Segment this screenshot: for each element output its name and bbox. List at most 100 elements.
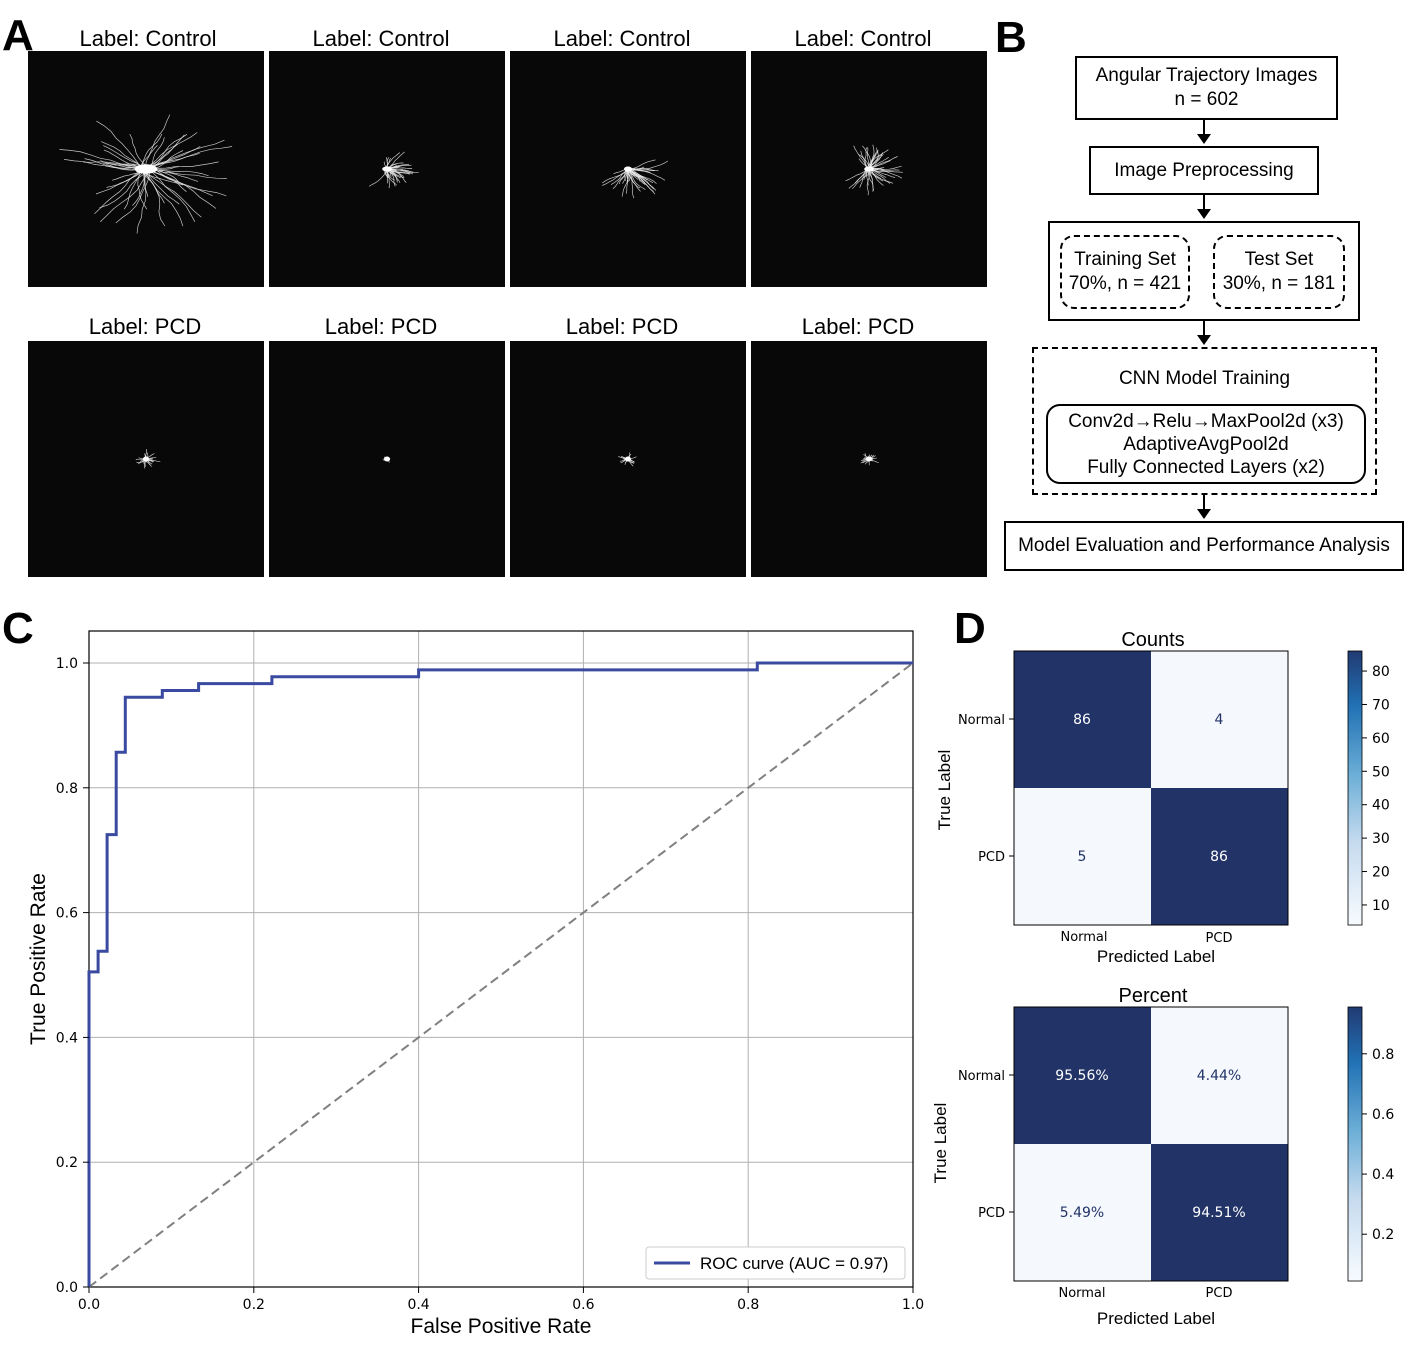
trajectory-origin: [143, 456, 149, 462]
roc-ytick-label: 0.4: [56, 1030, 78, 1046]
trajectory-path: [59, 149, 141, 171]
chance-line: [88, 662, 914, 1288]
trajectory-image-pcd-3: [510, 341, 746, 577]
trajectory-image-control-4: [751, 51, 987, 287]
roc-grid: [88, 631, 914, 1288]
trajectory-path: [83, 161, 144, 168]
trajectory-path: [858, 158, 869, 169]
trajectory-path: [144, 166, 213, 197]
cm-percent-ylabel: True Label: [931, 1103, 950, 1184]
roc-chart: 0.0 0.2 0.4 0.6 0.8 1.0 0.0 0.2 0.4 0.6 0.8 1.0 Fa…: [27, 630, 924, 1338]
flow-text: 30%, n = 181: [1222, 273, 1336, 294]
cm-counts-value: 86: [1073, 712, 1091, 728]
cm-counts-value: 86: [1210, 849, 1228, 865]
trajectory-path: [868, 154, 884, 169]
trajectory-path: [388, 169, 419, 174]
flow-box-training-set: Training Set 70%, n = 421: [1060, 235, 1190, 309]
roc-ylabel: True Positive Rate: [27, 873, 50, 1045]
trajectory-path: [123, 167, 148, 210]
trajectory-path: [386, 164, 412, 169]
cm-percent-cell: [1151, 1144, 1288, 1281]
image-title: Label: Control: [553, 26, 691, 51]
trajectory-path: [625, 169, 641, 189]
roc-xtick-label: 0.4: [407, 1297, 429, 1313]
trajectory-path: [869, 168, 884, 186]
panel-letter-b: B: [995, 13, 1027, 62]
image-title: Label: PCD: [565, 314, 679, 339]
trajectory-path: [103, 149, 140, 168]
trajectory-path: [138, 114, 171, 168]
cm-counts-cell: [1014, 651, 1151, 788]
trajectory-path: [868, 149, 889, 170]
trajectory-path: [369, 168, 387, 187]
flow-text: n = 602: [1174, 89, 1239, 110]
trajectory-image-control-1: [28, 51, 264, 287]
roc-ytick-label: 0.6: [56, 906, 78, 922]
flow-arrow: [1197, 495, 1211, 519]
trajectory-path: [860, 150, 871, 169]
cm-counts-col-label: Normal: [1060, 930, 1107, 945]
cm-percent-cell: [1151, 1007, 1288, 1144]
cm-counts-colorbar-ticks: 80 70 60 50 40 30 20 10: [1362, 664, 1390, 914]
cm-percent-value: 5.49%: [1060, 1205, 1104, 1221]
cm-counts-value: 4: [1215, 712, 1224, 728]
trajectory-path: [389, 167, 413, 169]
flow-text: 70%, n = 421: [1068, 273, 1182, 294]
flow-text: Image Preprocessing: [1114, 159, 1294, 181]
flow-arrow: [1197, 195, 1211, 219]
image-title: Label: PCD: [88, 314, 202, 339]
colorbar-tick-label: 80: [1372, 664, 1390, 680]
roc-legend-box: [645, 1246, 906, 1280]
colorbar-tick-label: 10: [1372, 898, 1390, 914]
image-title: Label: Control: [79, 26, 217, 51]
trajectory-path: [137, 169, 148, 210]
cm-counts-value: 5: [1078, 849, 1087, 865]
colorbar-tick-label: 40: [1372, 798, 1390, 814]
trajectory-path: [144, 134, 188, 170]
trajectory-path: [866, 144, 875, 169]
flow-arrow: [1197, 321, 1211, 345]
trajectory-origin: [866, 456, 872, 462]
cm-counts-title: Counts: [1121, 629, 1184, 651]
trajectory-path: [612, 169, 627, 189]
trajectory-path: [626, 169, 646, 185]
cm-percent-row-label: Normal: [958, 1069, 1005, 1084]
trajectory-path: [143, 166, 196, 222]
trajectory-path: [96, 120, 142, 171]
flow-text: Training Set: [1074, 249, 1176, 270]
flow-text: Fully Connected Layers (x2): [1087, 456, 1325, 478]
trajectory-path: [852, 168, 869, 189]
trajectory-origin: [382, 166, 392, 172]
trajectory-path: [106, 170, 143, 188]
flow-arrow: [1197, 120, 1211, 144]
trajectory-origin: [134, 164, 158, 174]
roc-xtick-label: 0.2: [243, 1297, 265, 1313]
image-title: Label: Control: [312, 26, 450, 51]
trajectory-path: [602, 168, 631, 184]
colorbar-tick-label: 20: [1372, 865, 1390, 881]
flow-text: Angular Trajectory Images: [1095, 65, 1318, 86]
colorbar-tick-label: 50: [1372, 764, 1390, 780]
trajectory-path: [868, 150, 879, 170]
trajectory-image-control-3: [510, 51, 746, 287]
flow-box-cnn-layers: Conv2d→Relu→MaxPool2d (x3) AdaptiveAvgPo…: [1046, 404, 1366, 484]
trajectory-path: [386, 151, 405, 171]
trajectory-path: [613, 168, 627, 175]
trajectory-path: [142, 133, 163, 168]
trajectory-path: [629, 168, 635, 199]
colorbar-tick-label: 60: [1372, 731, 1390, 747]
cm-counts-cell: [1151, 788, 1288, 925]
trajectory-path: [386, 168, 396, 187]
cm-percent-cell: [1014, 1144, 1151, 1281]
trajectory-path: [94, 167, 142, 215]
flow-text: Model Evaluation and Performance Analysi…: [1018, 535, 1390, 556]
cm-counts-frame: [1013, 650, 1289, 926]
trajectory-path: [148, 152, 200, 168]
flow-text: Test Set: [1244, 249, 1314, 270]
trajectory-path: [630, 167, 666, 181]
trajectory-image-control-2: [269, 51, 505, 287]
trajectory-path: [148, 168, 209, 177]
trajectory-image-pcd-2: [269, 341, 505, 577]
roc-yticks: 0.0 0.2 0.4 0.6 0.8 1.0: [56, 656, 89, 1296]
colorbar-tick-label: 0.4: [1372, 1167, 1394, 1183]
